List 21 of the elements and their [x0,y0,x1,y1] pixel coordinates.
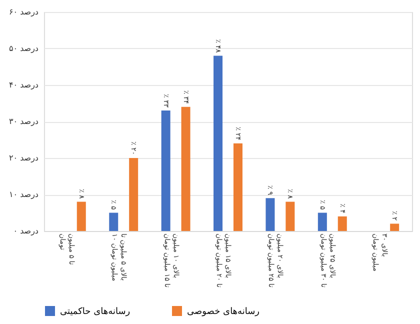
y-tick-label: ۰ درصد [13,226,39,236]
bar [266,198,275,231]
bar [76,202,86,231]
bar [161,110,170,231]
y-tick-label: ۶۰ درصد [8,8,39,16]
y-tick-label: ۴۰ درصد [8,80,39,90]
bar [233,143,242,231]
bar [390,224,400,231]
bar [214,56,223,231]
bar [318,212,327,231]
y-tick-label: ۲۰ درصد [8,154,39,162]
bar [181,106,190,231]
legend-label: رسانه‌های حاکمیتی [60,307,130,317]
bar [129,158,138,231]
bar [338,216,347,231]
y-tick-label: ۳۰ درصد [8,117,39,126]
bar [286,202,295,231]
y-tick-label: ۱۰ درصد [8,190,39,199]
y-tick-label: ۵۰ درصد [8,44,39,53]
bar [109,212,118,231]
legend-label: رسانه‌های خصوصی [187,307,260,317]
